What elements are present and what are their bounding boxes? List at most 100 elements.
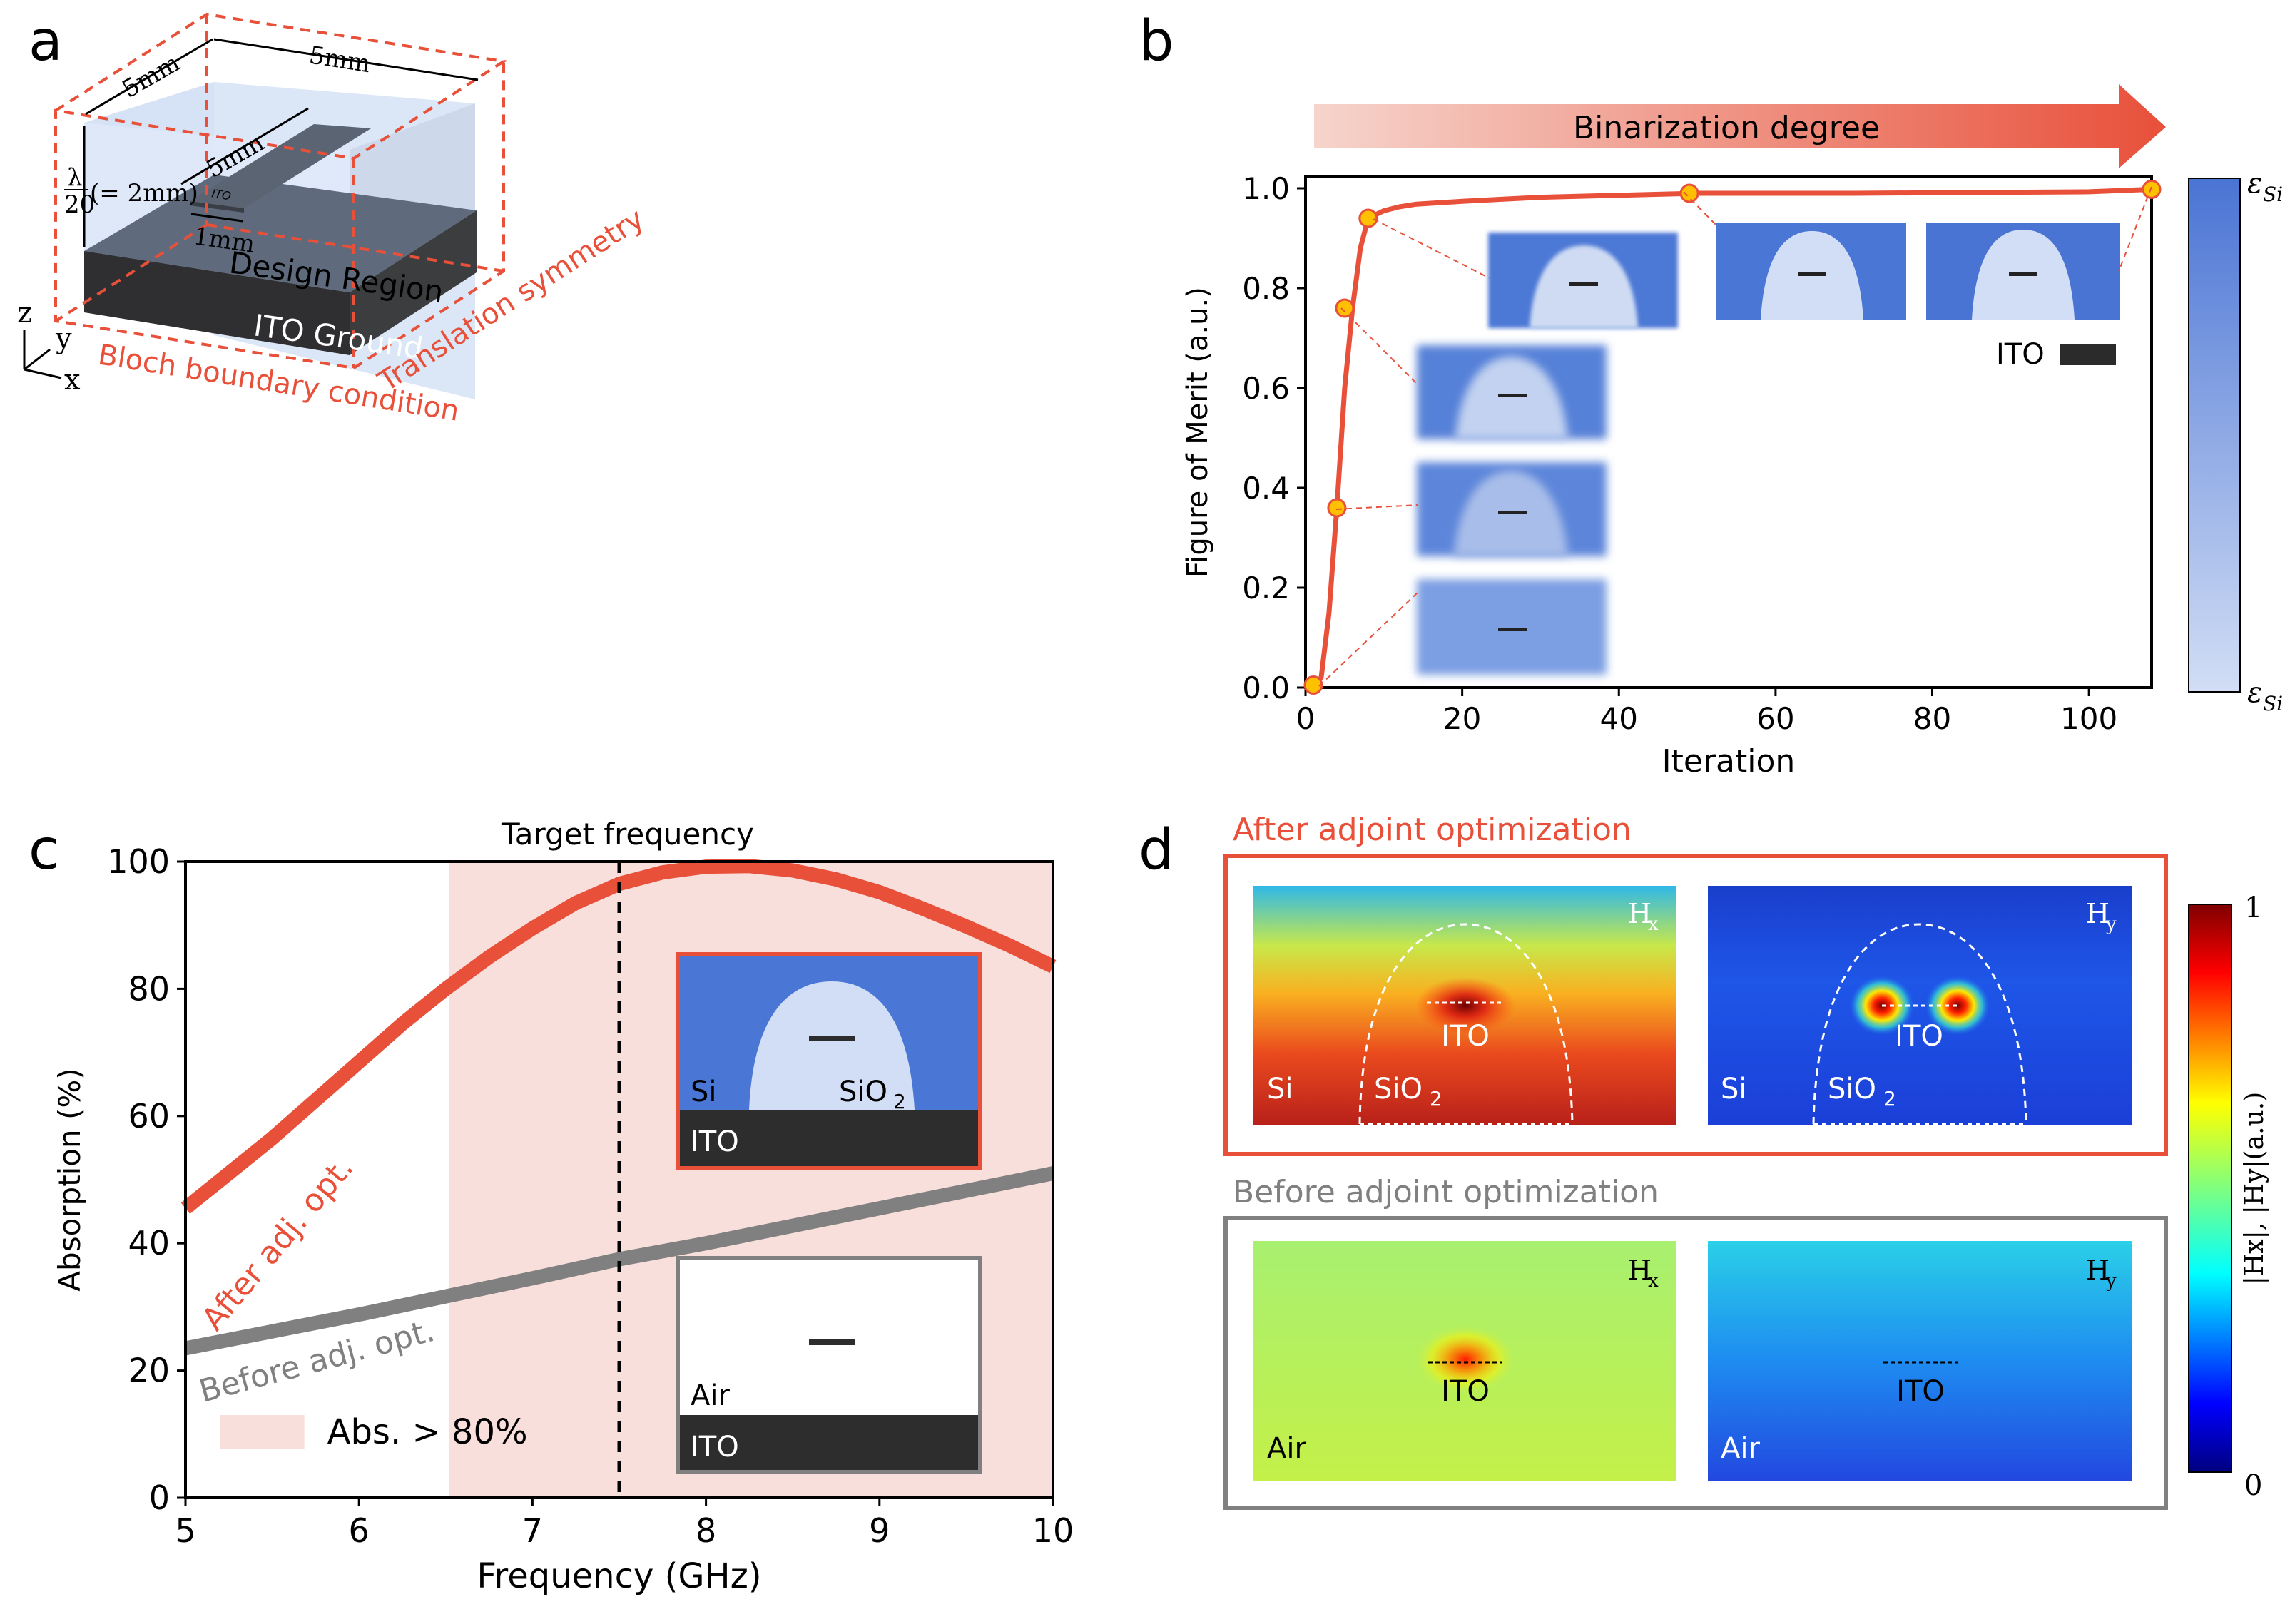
panel-d: d After adjoint optimization Before adjo…	[1139, 812, 2269, 1510]
fom-marker	[1327, 498, 1347, 518]
abs-xlabel: Frequency (GHz)	[477, 1556, 761, 1596]
field-colorbar	[2188, 904, 2232, 1473]
dim-5mm-top: 5mm	[307, 41, 372, 78]
fom-ytick-label: 0.4	[1242, 471, 1290, 506]
abs-xtick-label: 5	[175, 1511, 195, 1550]
inset-si: Si	[691, 1076, 717, 1108]
inset-iter-108	[1926, 223, 2120, 320]
fom-xtick-label: 60	[1756, 701, 1794, 736]
design-region-side	[350, 210, 477, 355]
fom-xtick-label: 100	[2060, 701, 2117, 736]
hx-before-air: Air	[1267, 1432, 1306, 1465]
axes-triad	[23, 330, 62, 379]
inset-iter-49	[1716, 223, 1906, 320]
fom-ytick-label: 0.6	[1242, 371, 1290, 406]
fom-ylabel: Figure of Merit (a.u.)	[1181, 287, 1214, 578]
field-map-after-hx: ITO Si SiO 2 H x	[1253, 886, 1676, 1125]
abs-plot-frame	[184, 860, 1054, 1499]
field-map-after-hy: ITO Si SiO 2 H y	[1708, 886, 2132, 1125]
ito-legend-swatch	[2060, 344, 2116, 365]
fom-marker	[1303, 675, 1323, 695]
inset-sio2-sub: 2	[893, 1090, 906, 1113]
panel-label-d: d	[1139, 818, 1174, 882]
inset-air: Air	[691, 1379, 730, 1412]
hy-after-ito: ITO	[1895, 1020, 1943, 1053]
abs-xtick-label: 8	[696, 1511, 716, 1550]
fom-plot-frame	[1304, 175, 2153, 689]
lambda-equation: (= 2mm)	[90, 179, 198, 208]
hy-before-label-sub: y	[2105, 1270, 2117, 1292]
abs-ytick-label: 80	[128, 969, 170, 1008]
axis-z: z	[17, 297, 32, 330]
legend-swatch	[220, 1415, 305, 1450]
fom-ytick-label: 0.0	[1242, 670, 1290, 705]
hx-after-ito: ITO	[1441, 1020, 1490, 1053]
fom-xtick-label: 20	[1443, 701, 1481, 736]
fom-xlabel: Iteration	[1662, 743, 1796, 780]
before-inset: Air ITO	[676, 1256, 982, 1474]
field-map-before-hx: ITO Air H x	[1253, 1241, 1676, 1481]
permittivity-colorbar	[2188, 178, 2241, 693]
abs-ytick-label: 20	[128, 1352, 170, 1390]
after-inset: Si SiO 2 ITO	[676, 952, 982, 1170]
fom-marker	[1335, 298, 1355, 318]
ito-tag: ITO	[210, 186, 232, 203]
fom-xtick-label: 80	[1913, 701, 1951, 736]
hy-after-label: H	[2086, 898, 2110, 929]
before-title: Before adjoint optimization	[1233, 1174, 1659, 1210]
design-region-front	[84, 251, 350, 355]
after-title: After adjoint optimization	[1233, 812, 1632, 848]
hy-before-label: H	[2086, 1255, 2110, 1286]
hy-after-label-sub: y	[2105, 914, 2117, 935]
panel-a: a 5mm 5mm 5mm 1mm λ	[17, 9, 650, 428]
fom-ytick-label: 0.2	[1242, 571, 1290, 606]
abs-ytick-label: 60	[128, 1097, 170, 1135]
panel-label-b: b	[1139, 9, 1174, 73]
inset-connectors	[1318, 186, 2152, 687]
field-map-before-hy: ITO Air H y	[1708, 1241, 2132, 1481]
hx-after-sio2: SiO	[1374, 1073, 1423, 1105]
fom-marker	[1679, 183, 1699, 203]
fom-ytick-label: 1.0	[1242, 171, 1290, 206]
abs-xtick-label: 9	[869, 1511, 890, 1550]
fom-series-line	[1311, 186, 2152, 688]
before-frame	[1223, 1216, 2168, 1510]
inset-iter-4	[1417, 462, 1607, 556]
abs-ytick-label: 100	[107, 842, 170, 881]
cbar-top-sub: Si	[2263, 183, 2283, 206]
panel-b: b Binarization degree 0 20 40 60 80 100 0.0 0.2…	[1139, 9, 2283, 780]
cbar-bottom-eps: ε	[2247, 676, 2262, 709]
target-frequency-label: Target frequency	[501, 817, 754, 852]
abs-xtick-label: 6	[349, 1511, 370, 1550]
lambda: λ	[67, 163, 83, 192]
abs-xtick-label: 10	[1032, 1511, 1074, 1550]
fom-marker	[2142, 179, 2162, 199]
dimension-lines	[83, 38, 479, 247]
ito-legend-label: ITO	[1996, 338, 2045, 371]
inset-iter-5	[1417, 345, 1607, 439]
axis-y: y	[55, 322, 72, 355]
legend-label: Abs. > 80%	[327, 1412, 528, 1452]
inset-iter-1	[1417, 579, 1607, 675]
lambda-denominator: 20	[64, 190, 95, 219]
hy-after-sio2: SiO	[1828, 1073, 1876, 1105]
abs-ylabel: Absorption (%)	[52, 1068, 87, 1291]
hx-after-label: H	[1628, 898, 1652, 929]
hy-before-air: Air	[1721, 1432, 1760, 1465]
abs-ytick-label: 40	[128, 1224, 170, 1262]
fom-marker	[1358, 208, 1378, 228]
hx-after-si: Si	[1267, 1073, 1293, 1105]
hx-before-label: H	[1628, 1255, 1652, 1286]
inset-ito-2: ITO	[691, 1431, 739, 1464]
abs-xtick-label: 7	[522, 1511, 543, 1550]
hy-after-sio2-sub: 2	[1883, 1087, 1896, 1110]
cbar-top-eps: ε	[2247, 167, 2262, 200]
before-series-line	[184, 1166, 1054, 1356]
inset-sio2: SiO	[839, 1076, 887, 1108]
field-cbar-max: 1	[2244, 892, 2262, 924]
binarization-label: Binarization degree	[1573, 110, 1880, 146]
cbar-bottom-sub: Si	[2263, 692, 2283, 715]
inset-ito: ITO	[691, 1125, 739, 1158]
panel-label-c: c	[29, 818, 59, 882]
fom-xtick-label: 0	[1296, 701, 1316, 736]
